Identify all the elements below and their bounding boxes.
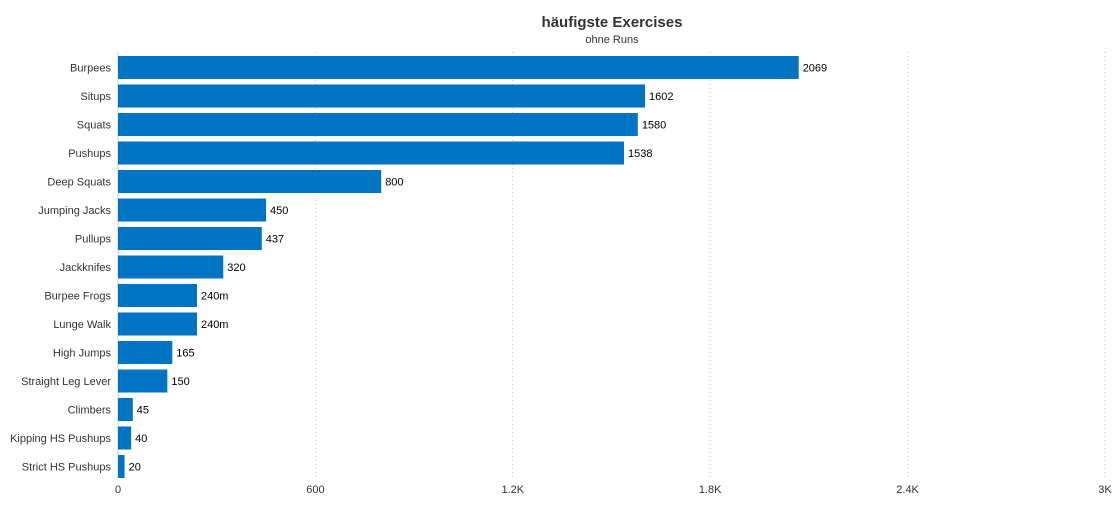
category-label: Lunge Walk xyxy=(53,319,111,331)
data-label: 1602 xyxy=(649,91,673,103)
data-label: 40 xyxy=(135,433,147,445)
category-label: Deep Squats xyxy=(47,177,111,189)
x-tick-label: 3K xyxy=(1098,484,1112,496)
data-label: 1538 xyxy=(628,148,652,160)
data-label: 437 xyxy=(266,234,284,246)
data-label: 165 xyxy=(176,348,194,360)
category-label: Jackknifes xyxy=(60,262,112,274)
bar xyxy=(118,255,224,279)
category-label: Strict HS Pushups xyxy=(22,462,112,474)
bar xyxy=(118,341,173,364)
x-tick-label: 1.8K xyxy=(699,484,722,496)
category-label: Straight Leg Lever xyxy=(21,376,111,388)
data-label: 2069 xyxy=(803,63,827,75)
bar xyxy=(118,141,625,165)
data-label: 240m xyxy=(201,291,229,303)
bar xyxy=(118,227,262,250)
chart-title: häufigste Exercises xyxy=(541,14,683,31)
bar xyxy=(118,426,132,450)
x-tick-label: 0 xyxy=(115,484,121,496)
bar xyxy=(118,312,197,336)
x-tick-label: 600 xyxy=(306,484,324,496)
data-label: 150 xyxy=(171,376,189,388)
x-tick-label: 2.4K xyxy=(896,484,919,496)
category-label: Burpee Frogs xyxy=(44,291,111,303)
data-label: 20 xyxy=(129,462,141,474)
data-label: 240m xyxy=(201,319,229,331)
bar xyxy=(118,284,197,307)
category-label: Pushups xyxy=(68,148,111,160)
data-label: 800 xyxy=(385,177,403,189)
category-label: Burpees xyxy=(70,63,111,75)
data-label: 1580 xyxy=(642,120,666,132)
x-tick-label: 1.2K xyxy=(501,484,524,496)
bar xyxy=(118,113,638,136)
bar xyxy=(118,170,382,193)
chart-subtitle: ohne Runs xyxy=(585,34,639,46)
data-label: 450 xyxy=(270,205,288,217)
category-label: High Jumps xyxy=(53,348,112,360)
category-label: Climbers xyxy=(68,405,112,417)
bar xyxy=(118,398,133,421)
bar xyxy=(118,198,267,222)
category-label: Jumping Jacks xyxy=(38,205,111,217)
category-label: Kipping HS Pushups xyxy=(10,433,111,445)
bar xyxy=(118,369,168,393)
bar xyxy=(118,84,646,108)
category-label: Situps xyxy=(80,91,111,103)
category-label: Squats xyxy=(77,120,112,132)
data-label: 45 xyxy=(137,405,149,417)
category-label: Pullups xyxy=(75,234,112,246)
data-label: 320 xyxy=(227,262,245,274)
bar xyxy=(118,455,125,478)
bar xyxy=(118,56,799,79)
